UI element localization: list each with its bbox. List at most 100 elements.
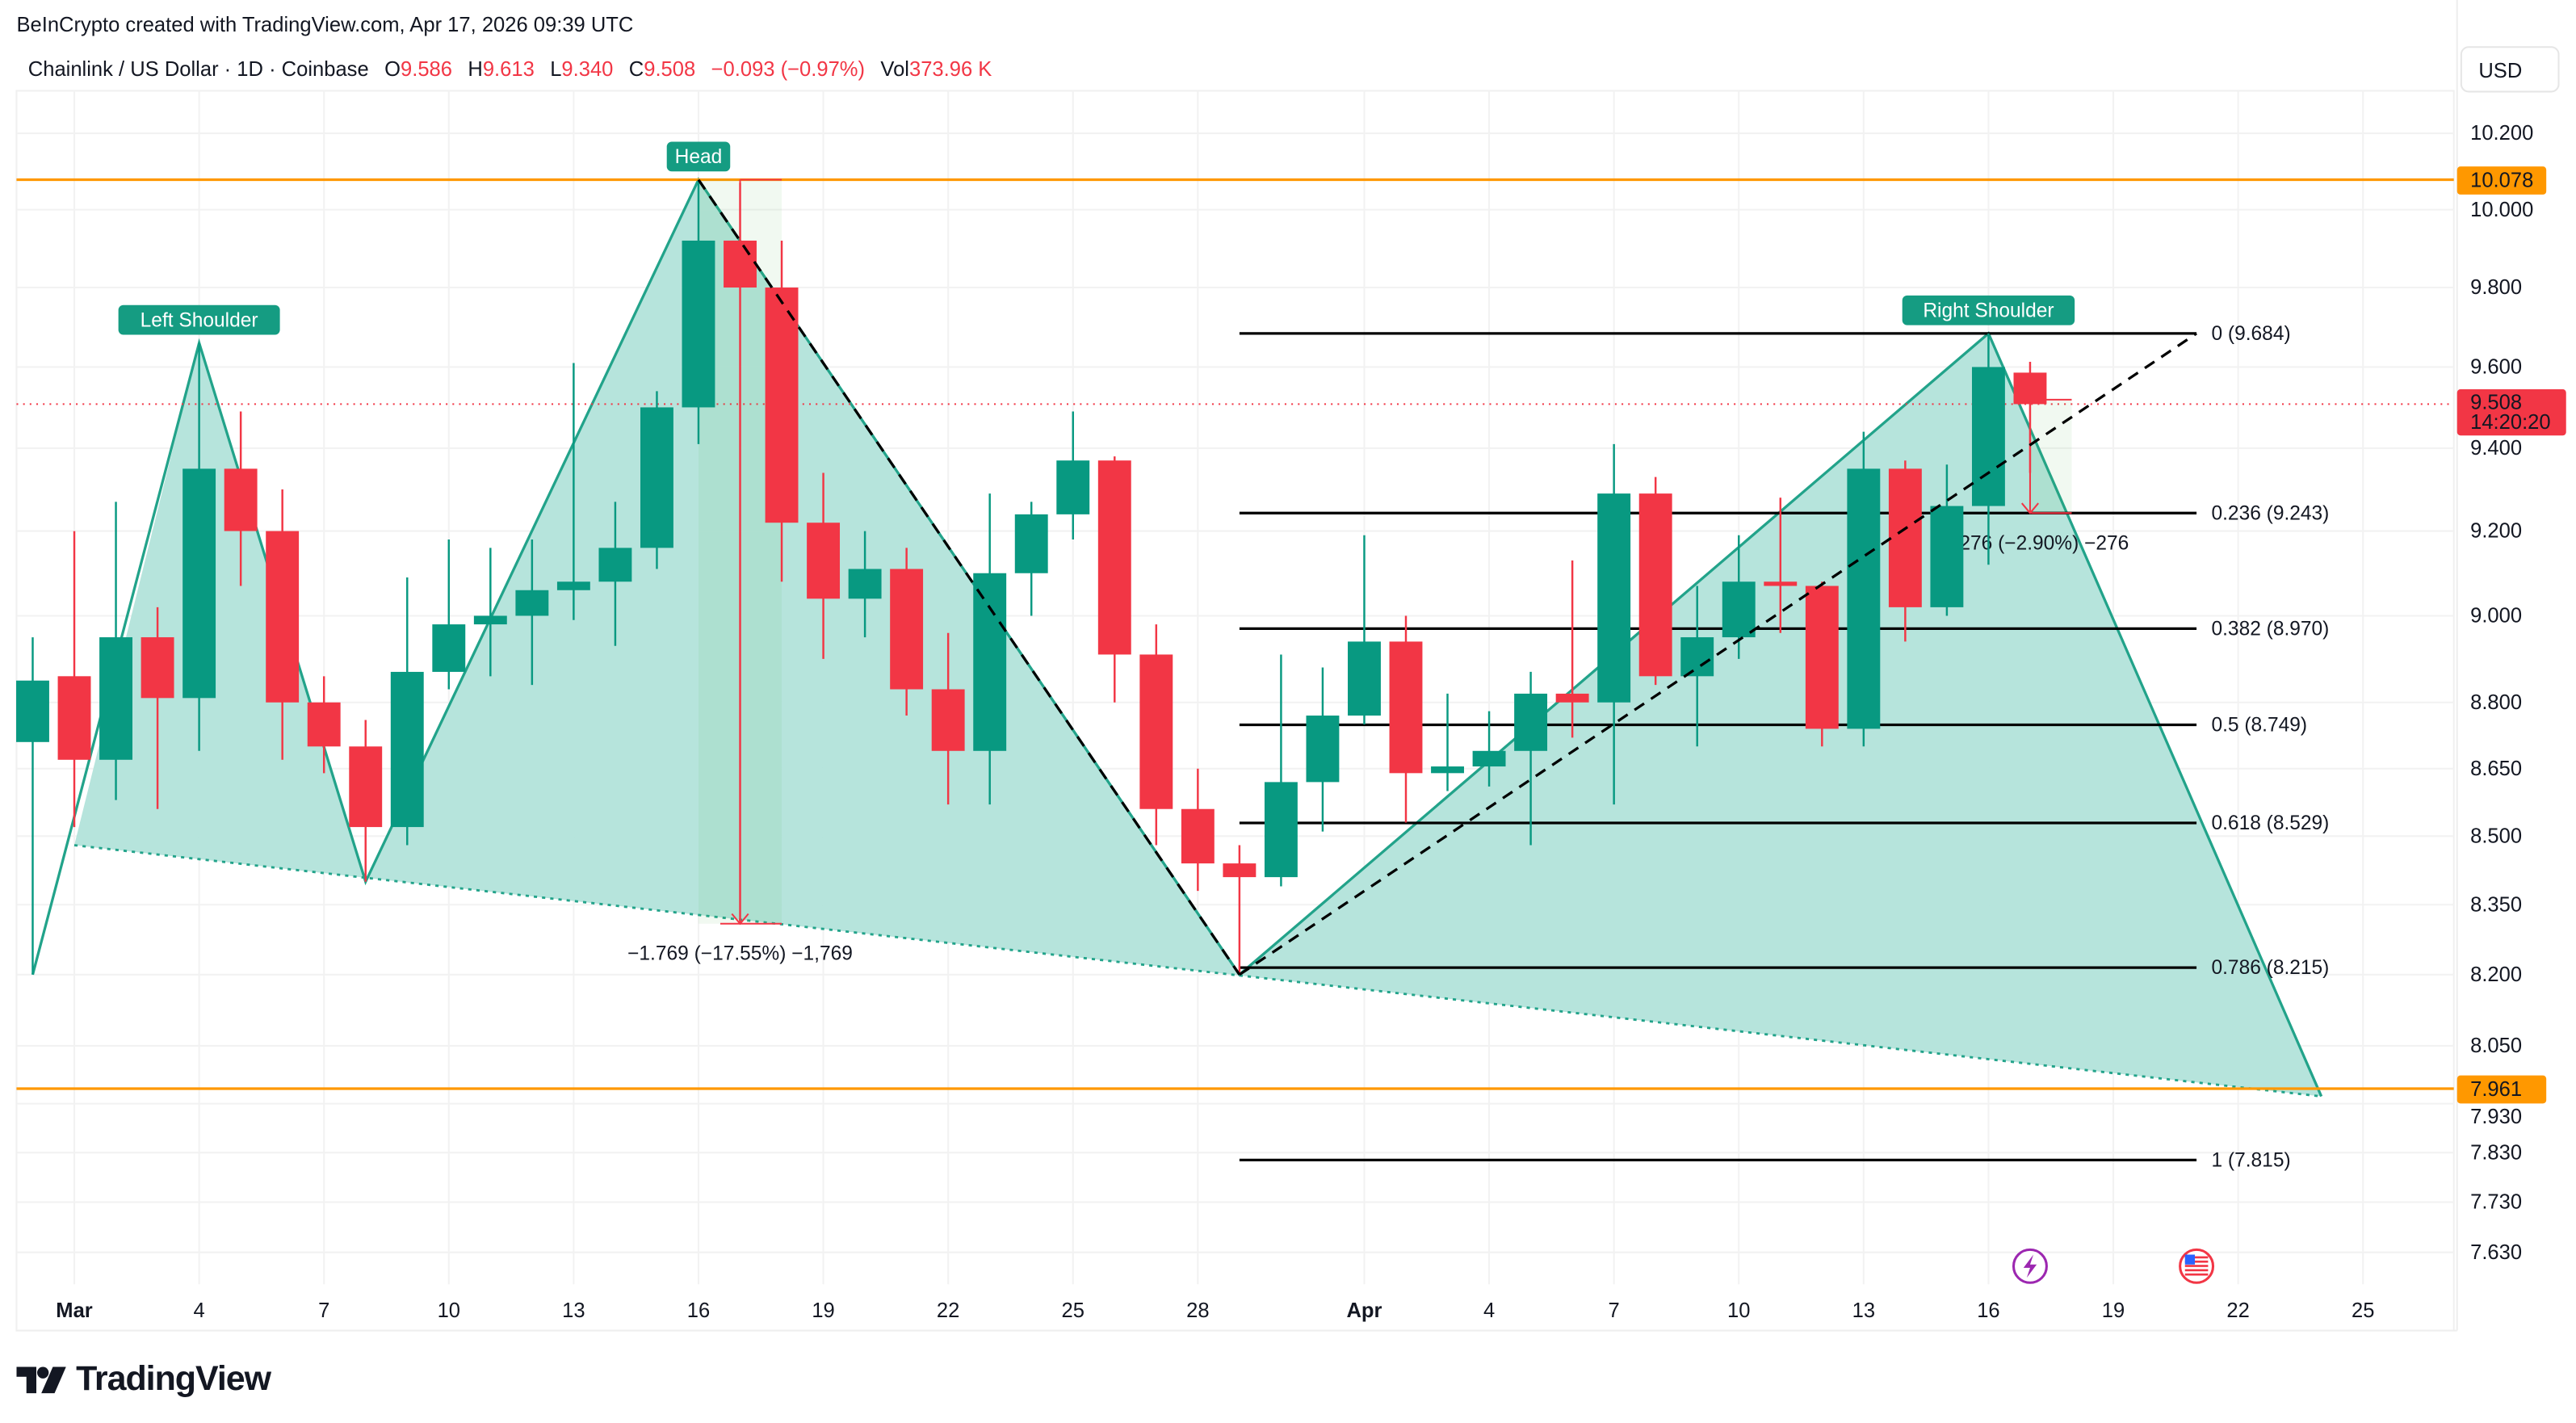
price-tick-label: 7.930	[2470, 1106, 2522, 1128]
candle-body	[1431, 766, 1464, 774]
arrow-head-icon	[2020, 502, 2039, 514]
candle	[1472, 711, 1506, 787]
high-value: 9.613	[482, 57, 535, 82]
time-tick-label: 25	[1062, 1299, 1085, 1322]
lightning-glyph	[2023, 1254, 2037, 1278]
countdown-label: 14:20:20	[2470, 411, 2550, 434]
time-tick-label: 10	[438, 1299, 460, 1322]
candle-body	[183, 468, 216, 699]
open-label: O	[384, 57, 401, 82]
trend-line[interactable]	[697, 178, 1241, 976]
volume-label: Vol	[880, 57, 909, 82]
arrow-head-icon	[731, 913, 749, 926]
us-flag-icon[interactable]	[2179, 1248, 2215, 1284]
candle-body	[848, 569, 882, 599]
trend-lines[interactable]	[697, 178, 2197, 976]
candle-body	[141, 637, 174, 699]
tradingview-logo[interactable]: TradingView	[16, 1360, 271, 1400]
candle-body	[556, 581, 590, 590]
price-tick-label: 7.630	[2470, 1241, 2522, 1264]
candle-body	[682, 240, 715, 408]
pattern-label: Left Shoulder	[141, 309, 258, 331]
fib-level-label: 0.382 (8.970)	[2211, 619, 2329, 640]
candle-body	[1514, 693, 1548, 751]
candle-body	[390, 671, 424, 828]
currency-button[interactable]: USD	[2460, 46, 2560, 93]
symbol-name[interactable]: Chainlink / US Dollar · 1D · Coinbase	[27, 57, 369, 82]
price-tick-label: 9.600	[2470, 356, 2522, 379]
close-value: 9.508	[644, 57, 696, 82]
lightning-icon[interactable]	[2012, 1248, 2048, 1284]
price-tick-label: 8.800	[2470, 691, 2522, 714]
candle-body	[1472, 750, 1506, 767]
candle	[848, 531, 882, 638]
candle	[432, 539, 466, 690]
candle	[765, 240, 799, 582]
candle-body	[432, 624, 466, 672]
flag-canton	[2184, 1254, 2196, 1265]
candle	[1638, 476, 1672, 686]
candle	[1930, 464, 1964, 616]
pattern-label: Right Shoulder	[1923, 300, 2054, 321]
candle	[1264, 654, 1298, 887]
grid	[15, 90, 2455, 1332]
time-tick-label: 22	[2226, 1299, 2249, 1322]
candle-body	[1014, 514, 1048, 573]
low-label: L	[550, 57, 562, 82]
time-tick-label: 4	[194, 1299, 205, 1322]
time-tick-label: 13	[1852, 1299, 1875, 1322]
price-tick-label: 9.400	[2470, 437, 2522, 460]
time-tick-label: Apr	[1346, 1299, 1382, 1322]
candle-body	[1056, 460, 1090, 514]
fib-level-label: 0 (9.684)	[2211, 323, 2290, 345]
candle-body	[1139, 654, 1173, 809]
candle-body	[765, 288, 799, 523]
candle-body	[598, 548, 632, 582]
candle-body	[1181, 808, 1215, 864]
time-tick-label: 7	[318, 1299, 329, 1322]
time-tick-label: 28	[1186, 1299, 1209, 1322]
last-price-label: 9.508	[2470, 392, 2522, 414]
candle	[1389, 615, 1423, 823]
candle	[1722, 535, 1756, 659]
candle-body	[1930, 506, 1964, 607]
price-tick-label: 8.200	[2470, 963, 2522, 986]
time-tick-label: 4	[1483, 1299, 1495, 1322]
candle-body	[1597, 493, 1631, 703]
price-tick-label: 8.350	[2470, 893, 2522, 916]
time-axis[interactable]: Mar 4 7 10 13 16 19 22 25 28 Apr 4 7 10 13 16 19 22 25	[16, 1299, 2457, 1332]
price-tick-label: 9.800	[2470, 276, 2522, 299]
fib-level-label: 0.236 (9.243)	[2211, 503, 2329, 525]
candle	[224, 411, 258, 586]
candle-body	[973, 573, 1007, 751]
price-tick-label: 10.200	[2470, 122, 2533, 145]
candle	[1306, 667, 1340, 832]
horizontal-levels[interactable]	[16, 178, 2454, 1090]
candle	[99, 502, 132, 800]
events[interactable]	[2012, 1248, 2215, 1284]
candle-body	[16, 680, 49, 742]
price-tick-label: 8.650	[2470, 758, 2522, 780]
flag-stripe	[2184, 1265, 2209, 1267]
candle	[1181, 768, 1215, 892]
price-tick-label: 8.050	[2470, 1035, 2522, 1057]
measure-box[interactable]	[2029, 399, 2072, 514]
candle	[1971, 333, 2005, 565]
candle-body	[1680, 637, 1714, 677]
open-value: 9.586	[401, 57, 452, 82]
neckline[interactable]	[73, 844, 2322, 1098]
trend-line[interactable]	[1238, 332, 2197, 976]
price-tick-label: 7.830	[2470, 1141, 2522, 1164]
candle-body	[890, 569, 924, 690]
candle	[1097, 456, 1131, 703]
candle	[1348, 535, 1381, 724]
candle	[16, 637, 49, 975]
volume-value: 373.96 K	[908, 57, 992, 82]
candle-body	[224, 468, 258, 531]
fib-level-label: 0.618 (8.529)	[2211, 812, 2329, 834]
candle	[1888, 460, 1922, 642]
logo-text: TradingView	[76, 1360, 271, 1399]
